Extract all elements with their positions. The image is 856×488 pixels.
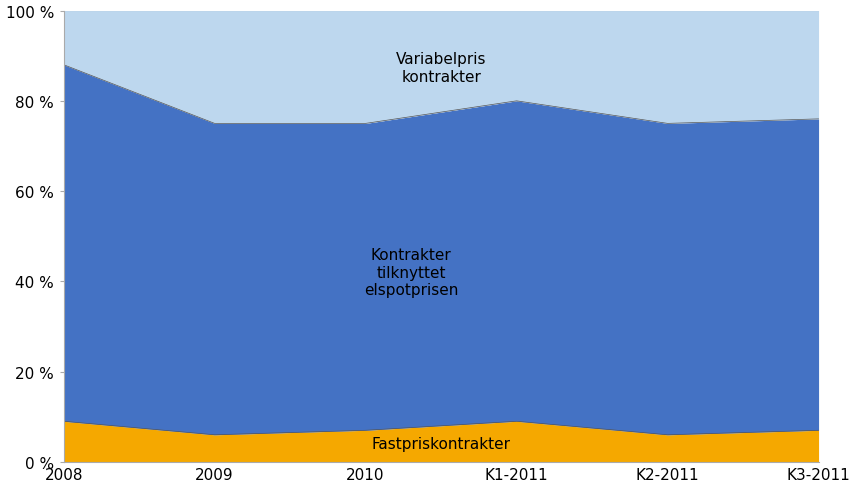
Text: Kontrakter
tilknyttet
elspotprisen: Kontrakter tilknyttet elspotprisen [364, 248, 458, 298]
Text: Fastpriskontrakter: Fastpriskontrakter [372, 436, 511, 451]
Text: Variabelpris
kontrakter: Variabelpris kontrakter [395, 52, 486, 84]
